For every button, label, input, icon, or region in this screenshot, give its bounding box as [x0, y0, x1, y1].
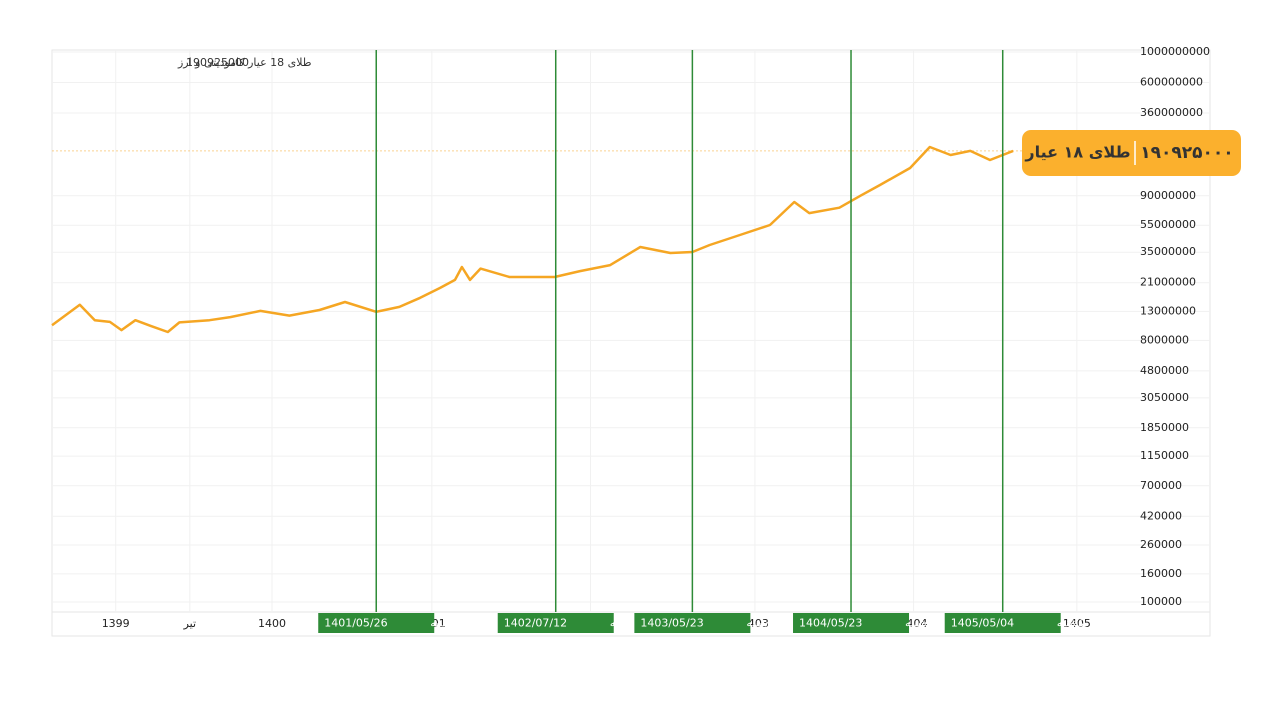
y-tick-label: 1850000 [1140, 421, 1189, 434]
legend-value: 190925000 [186, 56, 249, 69]
price-tag-value: ۱۹۰۹۲۵۰۰۰ [1140, 143, 1233, 163]
y-tick-label: 21000000 [1140, 276, 1196, 289]
y-tick-label: 13000000 [1140, 304, 1196, 317]
y-tick-label: 90000000 [1140, 189, 1196, 202]
event-label-box [497, 613, 614, 633]
y-tick-label: 8000000 [1140, 333, 1189, 346]
event-label-box [318, 613, 435, 633]
event-date: 1405/05/04 [951, 617, 1014, 630]
event-date: 1404/05/23 [799, 617, 862, 630]
plot-frame [51, 49, 1211, 637]
legend-label: طلای 18 عیار کامودیتی و ارز [177, 56, 312, 69]
event-date: 1403/05/23 [640, 617, 703, 630]
x-tick-label: 1400 [258, 617, 286, 630]
event-weekday: یکشنبه [1057, 617, 1089, 630]
y-tick-label: 55000000 [1140, 218, 1196, 231]
event-date: 1401/05/26 [324, 617, 387, 630]
x-tick-label: تیر [183, 617, 196, 630]
event-weekday: سه‌شنبه [746, 617, 783, 630]
y-tick-label: 700000 [1140, 479, 1182, 492]
y-tick-label: 600000000 [1140, 76, 1203, 89]
y-tick-label: 4800000 [1140, 364, 1189, 377]
y-tick-label: 100000 [1140, 595, 1182, 608]
y-tick-label: 260000 [1140, 538, 1182, 551]
y-tick-label: 360000000 [1140, 106, 1203, 119]
y-tick-label: 160000 [1140, 567, 1182, 580]
y-tick-label: 35000000 [1140, 245, 1196, 258]
y-tick-label: 420000 [1140, 509, 1182, 522]
event-label-box [793, 613, 910, 633]
event-label-box [634, 613, 751, 633]
price-line [51, 145, 1014, 334]
event-label-box [944, 613, 1061, 633]
y-tick-label: 1000000000 [1140, 45, 1210, 58]
event-weekday: پنج‌شنبه [905, 617, 940, 630]
price-tag-name: طلای ۱۸ عیار [1024, 143, 1130, 162]
x-tick-label: 1405 [1063, 617, 1091, 630]
event-weekday: چهارشنبه [430, 617, 472, 630]
x-tick-label: 1399 [102, 617, 130, 630]
event-date: 1402/07/12 [504, 617, 567, 630]
y-tick-label: 3050000 [1140, 391, 1189, 404]
y-tick-label: 1150000 [1140, 449, 1189, 462]
price-tag [1022, 130, 1241, 176]
